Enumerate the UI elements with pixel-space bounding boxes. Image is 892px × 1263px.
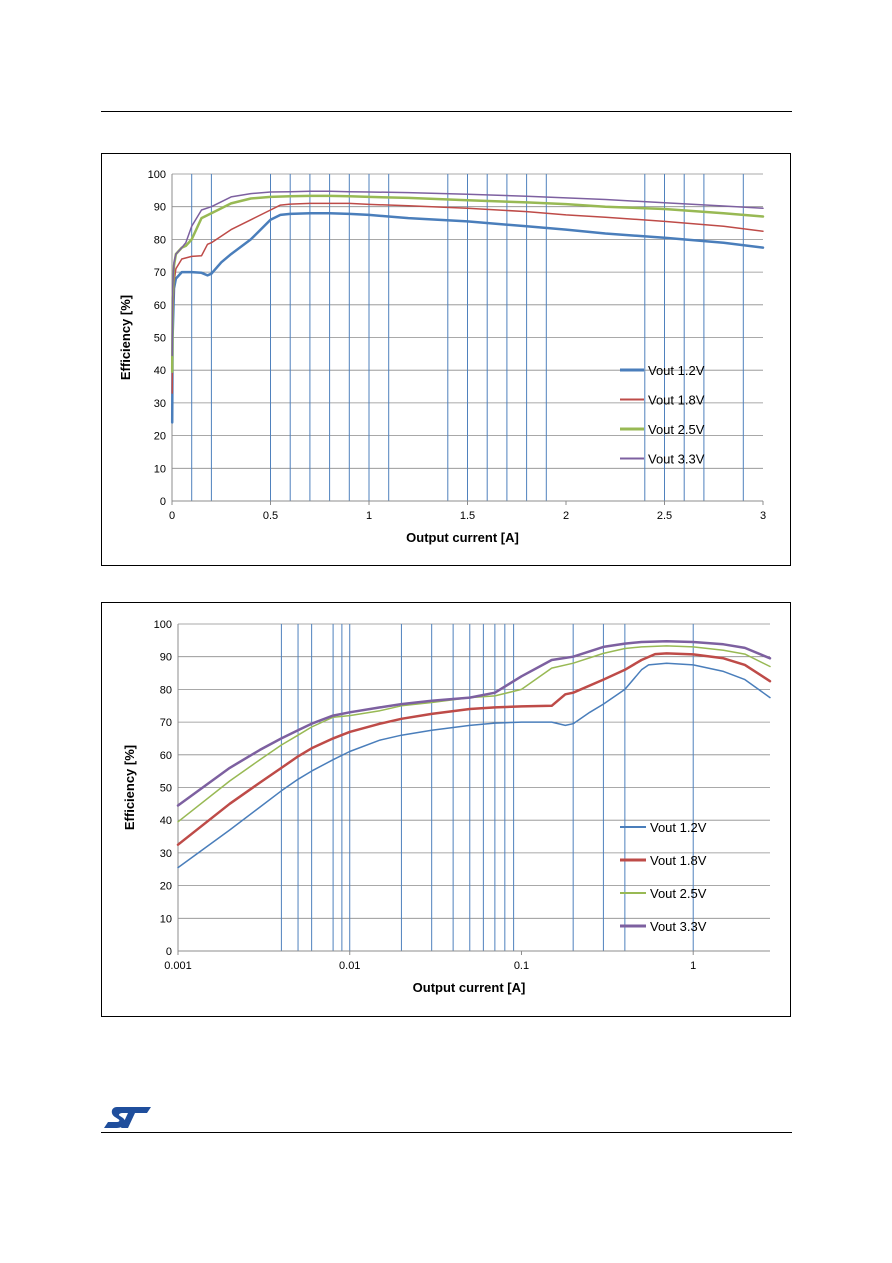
x-axis-title: Output current [A]: [406, 530, 519, 545]
y-tick-label: 80: [154, 234, 166, 246]
legend-label: Vout 3.3V: [650, 919, 707, 934]
y-tick-label: 50: [154, 333, 166, 345]
series-line-vout18v: [171, 202, 764, 394]
st-logo: [104, 1107, 151, 1128]
y-tick-label: 90: [160, 652, 172, 664]
y-tick-label: 60: [160, 750, 172, 762]
y-tick-label: 10: [154, 463, 166, 475]
series-line-vout25v: [177, 645, 771, 823]
y-tick-label: 30: [160, 848, 172, 860]
x-tick-label: 0.5: [263, 510, 278, 522]
series-line-vout12v: [177, 662, 771, 869]
legend-label: Vout 1.8V: [650, 853, 707, 868]
series-line-vout33v: [176, 640, 772, 807]
legend-label: Vout 1.8V: [648, 393, 705, 408]
y-tick-label: 100: [154, 619, 172, 631]
header-rule: [101, 111, 792, 112]
x-tick-label: 1: [690, 960, 696, 972]
x-tick-label: 2.5: [657, 510, 672, 522]
y-tick-label: 60: [154, 300, 166, 312]
y-tick-label: 90: [154, 202, 166, 214]
legend-label: Vout 3.3V: [648, 452, 705, 467]
y-tick-label: 0: [160, 496, 166, 508]
y-tick-label: 50: [160, 783, 172, 795]
x-tick-label: 0.1: [514, 960, 529, 972]
y-tick-label: 20: [154, 431, 166, 443]
legend-label: Vout 2.5V: [648, 422, 705, 437]
y-tick-label: 20: [160, 881, 172, 893]
x-tick-label: 3: [760, 510, 766, 522]
y-tick-label: 40: [160, 815, 172, 827]
chart-frame-log: 0 10 20 30 40 50 60 70 80 90 100 0.001 0.01 0.1 1 Outpu…: [101, 602, 791, 1017]
y-tick-label: 30: [154, 398, 166, 410]
legend-label: Vout 1.2V: [648, 363, 705, 378]
y-tick-label: 10: [160, 913, 172, 925]
x-tick-label: 0.001: [164, 960, 192, 972]
series-line-vout18v: [176, 652, 772, 846]
series-line-vout33v: [171, 190, 764, 357]
efficiency-chart-log: 0 10 20 30 40 50 60 70 80 90 100 0.001 0.01 0.1 1 Outpu…: [122, 619, 772, 995]
legend-label: Vout 1.2V: [650, 820, 707, 835]
y-tick-label: 70: [160, 717, 172, 729]
x-tick-label: 2: [563, 510, 569, 522]
y-tick-label: 80: [160, 684, 172, 696]
efficiency-chart-linear: 0 10 20 30 40 50 60 70 80 90 100 0 0.5 1 1.5 2 2.5 3 Outpu…: [118, 169, 766, 545]
y-tick-label: 100: [148, 169, 166, 181]
y-tick-label: 70: [154, 267, 166, 279]
legend-label: Vout 2.5V: [650, 886, 707, 901]
x-tick-label: 0: [169, 510, 175, 522]
x-tick-label: 1.5: [460, 510, 475, 522]
x-tick-label: 1: [366, 510, 372, 522]
x-tick-label: 0.01: [339, 960, 360, 972]
y-tick-label: 0: [166, 946, 172, 958]
footer-rule: [101, 1132, 792, 1133]
chart-frame-linear: 0 10 20 30 40 50 60 70 80 90 100 0 0.5 1 1.5 2 2.5 3 Outpu…: [101, 153, 791, 566]
y-axis-title: Efficiency [%]: [122, 745, 137, 830]
series-line-vout12v: [170, 211, 765, 424]
y-tick-label: 40: [154, 365, 166, 377]
y-axis-title: Efficiency [%]: [118, 295, 133, 380]
x-axis-title: Output current [A]: [413, 980, 526, 995]
